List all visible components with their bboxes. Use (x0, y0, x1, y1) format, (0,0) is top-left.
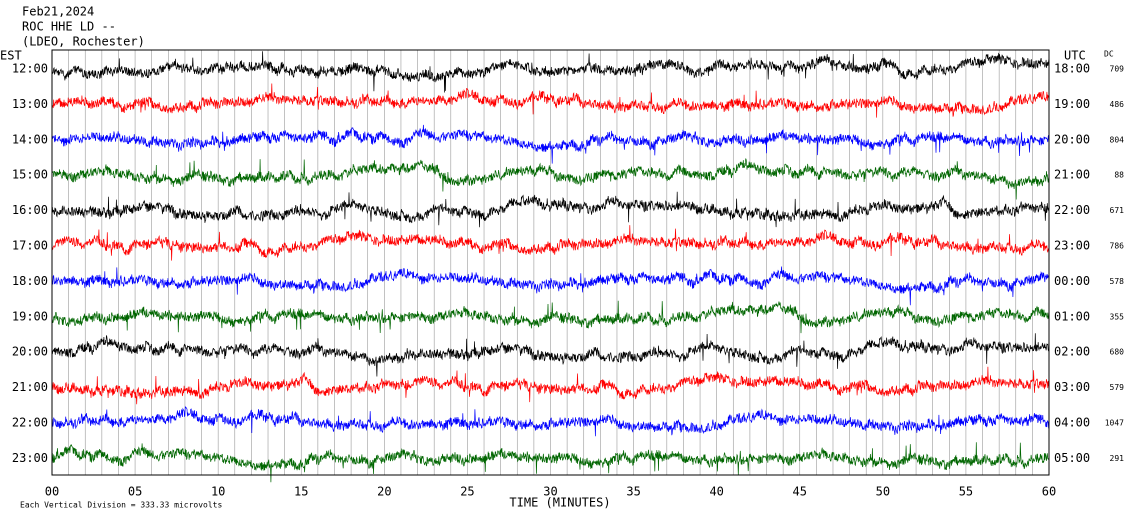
trace (51, 124, 1050, 164)
utc-label: 04:00 (1054, 416, 1090, 430)
est-label: 13:00 (12, 97, 48, 111)
est-label: 18:00 (12, 274, 48, 288)
dc-value: 355 (1110, 312, 1125, 321)
x-tick-label: 50 (876, 485, 890, 499)
dc-value: 88 (1114, 171, 1124, 180)
est-label: 16:00 (12, 203, 48, 217)
trace (51, 191, 1050, 228)
left-axis-label: EST (0, 49, 22, 63)
est-label: 14:00 (12, 132, 48, 146)
trace (52, 300, 1050, 334)
x-tick-label: 00 (45, 485, 59, 499)
est-label: 23:00 (12, 451, 48, 465)
trace (51, 405, 1050, 437)
labels: 00 05 10 15 20 25 30 35 40 45 50 55 60 12:00 18:00 709 1… (12, 62, 1124, 499)
dc-value: 291 (1110, 454, 1125, 463)
est-label: 22:00 (12, 416, 48, 430)
utc-label: 22:00 (1054, 203, 1090, 217)
x-tick-label: 05 (128, 485, 142, 499)
utc-label: 20:00 (1054, 132, 1090, 146)
x-tick-label: 25 (460, 485, 474, 499)
x-tick-label: 35 (626, 485, 640, 499)
footer: Each Vertical Division = 333.33 microvol… (20, 501, 222, 510)
dc-label: DC (1104, 50, 1114, 59)
est-label: 19:00 (12, 309, 48, 323)
utc-label: 19:00 (1054, 97, 1090, 111)
est-label: 17:00 (12, 239, 48, 253)
date: Feb21,2024 (22, 5, 94, 19)
utc-label: 05:00 (1054, 451, 1090, 465)
trace (51, 333, 1050, 377)
trace (51, 266, 1050, 306)
trace (51, 83, 1050, 118)
network: (LDEO, Rochester) (22, 35, 145, 49)
dc-value: 671 (1110, 206, 1125, 215)
dc-value: 578 (1110, 277, 1125, 286)
x-tick-label: 40 (709, 485, 723, 499)
trace (51, 442, 1050, 483)
right-axis-label: UTC (1064, 49, 1086, 63)
est-label: 20:00 (12, 345, 48, 359)
dc-value: 709 (1110, 65, 1125, 74)
trace (51, 51, 1050, 93)
station: ROC HHE LD -- (22, 20, 116, 34)
utc-label: 23:00 (1054, 239, 1090, 253)
dc-value: 680 (1110, 348, 1125, 357)
x-tick-label: 55 (959, 485, 973, 499)
utc-label: 03:00 (1054, 380, 1090, 394)
x-tick-label: 30 (543, 485, 557, 499)
traces (51, 51, 1050, 483)
dc-value: 579 (1110, 383, 1125, 392)
x-tick-label: 20 (377, 485, 391, 499)
dc-value: 804 (1110, 135, 1125, 144)
utc-label: 21:00 (1054, 168, 1090, 182)
est-label: 15:00 (12, 168, 48, 182)
x-tick-label: 60 (1042, 485, 1056, 499)
dc-value: 786 (1110, 242, 1125, 251)
grid (68, 50, 1033, 475)
x-tick-label: 15 (294, 485, 308, 499)
x-axis-title: TIME (MINUTES) (509, 496, 610, 510)
dc-value: 486 (1110, 100, 1125, 109)
est-label: 12:00 (12, 62, 48, 76)
x-tick-label: 45 (793, 485, 807, 499)
trace (51, 225, 1050, 261)
utc-label: 00:00 (1054, 274, 1090, 288)
trace (51, 366, 1050, 405)
x-tick-label: 10 (211, 485, 225, 499)
utc-label: 01:00 (1054, 309, 1090, 323)
dc-value: 1047 (1105, 419, 1124, 428)
trace (51, 158, 1050, 200)
utc-label: 02:00 (1054, 345, 1090, 359)
utc-label: 18:00 (1054, 62, 1090, 76)
plot-frame (51, 49, 1050, 476)
est-label: 21:00 (12, 380, 48, 394)
